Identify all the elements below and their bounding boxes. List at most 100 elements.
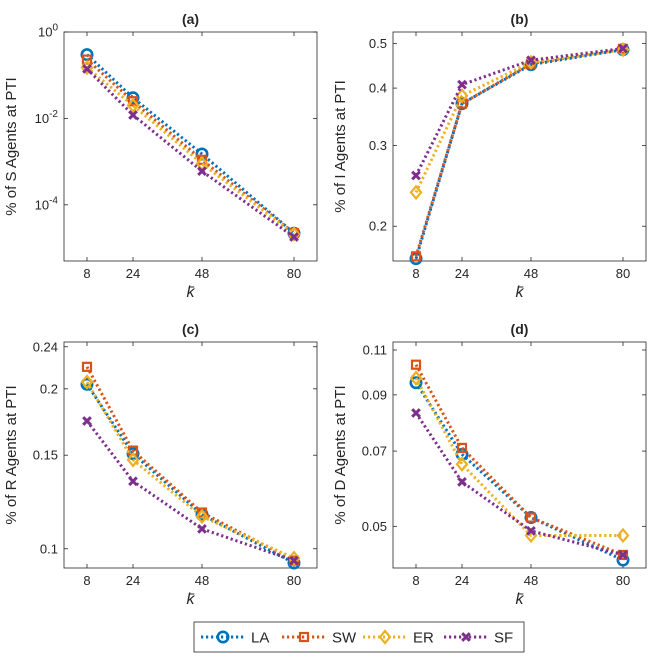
series-ER (80, 374, 301, 566)
panel-b: 8 24 48 80 0.2 0.3 0.4 0.5 (b) k̄ % of I Agents at… (332, 11, 647, 301)
x-tick-label: 8 (83, 573, 90, 588)
y-tick-label: 0.4 (369, 81, 387, 96)
x-tick-label: 48 (524, 266, 538, 281)
marker-SF-2 (526, 525, 536, 536)
legend-label-ER: ER (413, 630, 434, 647)
marker-SW-0 (81, 54, 93, 65)
series-line-LA (414, 48, 624, 260)
marker-ER-3 (287, 226, 301, 242)
marker-ER-3 (616, 527, 630, 544)
panel-c: 8 24 48 80 0.1 0.15 0.2 0.24 (c) k̄ % of R Agents … (3, 321, 318, 608)
panel-title: (a) (182, 11, 199, 27)
marker-SW-legend (298, 631, 310, 643)
marker-SW-0 (81, 361, 93, 372)
marker-ER-0 (409, 370, 423, 386)
series-line-LA (85, 53, 295, 235)
y-tick-label: 0.11 (363, 342, 387, 357)
marker-ER-2 (195, 508, 209, 525)
series-line-SW (85, 366, 295, 562)
y-axis-label: % of I Agents at PTI (332, 80, 349, 213)
y-tick-label: 100 (38, 23, 58, 40)
marker-SW-2 (525, 512, 537, 523)
x-tick-label: 48 (195, 573, 209, 588)
x-tick-label: 48 (195, 266, 209, 281)
marker-SF-1 (457, 476, 467, 487)
x-tick-label: 24 (126, 266, 140, 281)
marker-SW-0 (410, 251, 422, 262)
x-tick-label: 24 (455, 266, 469, 281)
marker-SW-3 (617, 549, 629, 561)
marker-ER-legend (378, 629, 392, 645)
x-axis-label: k̄ (516, 284, 525, 301)
marker-ER-0 (80, 374, 94, 390)
x-axis-label: k̄ (187, 284, 196, 301)
marker-SF-0 (82, 416, 92, 426)
x-tick-label: 80 (287, 573, 301, 588)
marker-ER-1 (126, 97, 140, 114)
legend-entry-ER: ER (363, 629, 434, 647)
plot-area (63, 31, 318, 262)
panel-d: 8 24 48 80 0.05 0.07 0.09 0.11 (d) k̄ % of D Agent… (332, 321, 647, 608)
series-SF (82, 64, 299, 242)
marker-LA-0 (409, 252, 423, 266)
series-SF (411, 408, 628, 560)
x-axis-label: k̄ (516, 591, 525, 608)
series-line-SW (85, 58, 295, 235)
y-axis-label: % of R Agents at PTI (3, 385, 20, 524)
y-tick-label: 0.09 (362, 387, 387, 402)
marker-SF-1 (128, 110, 138, 120)
y-tick-label: 0.05 (362, 519, 387, 534)
marker-ER-3 (616, 41, 630, 58)
x-tick-label: 8 (412, 573, 419, 588)
y-tick-label: 0.3 (369, 138, 387, 153)
panel-title: (b) (511, 11, 529, 27)
legend-entry-SW: SW (282, 630, 357, 647)
marker-ER-3 (287, 550, 301, 566)
y-tick-label: 0.2 (369, 219, 387, 234)
marker-ER-1 (126, 452, 140, 468)
y-axis-label: % of D Agents at PTI (332, 385, 349, 524)
legend: LA SW ER SF (193, 621, 525, 653)
series-line-LA (414, 381, 624, 562)
x-tick-label: 24 (455, 573, 469, 588)
marker-SF-3 (618, 550, 628, 560)
marker-SF-3 (618, 43, 628, 54)
panel-title: (c) (182, 321, 199, 337)
marker-LA-1 (455, 97, 469, 111)
legend-label-SW: SW (332, 630, 357, 647)
series-SW (410, 359, 629, 561)
x-tick-label: 80 (287, 266, 301, 281)
x-tick-label: 8 (83, 266, 90, 281)
series-SF (82, 416, 299, 566)
marker-SF-1 (457, 79, 467, 90)
marker-LA-0 (409, 376, 423, 390)
x-tick-label: 24 (126, 573, 140, 588)
y-axis-label: % of S Agents at PTI (3, 77, 20, 215)
marker-SF-2 (197, 524, 207, 534)
legend-entry-LA: LA (201, 630, 269, 647)
marker-SF-2 (526, 55, 536, 66)
y-tick-label: 0.15 (33, 448, 58, 463)
marker-SW-0 (410, 359, 422, 370)
y-tick-label: 0.2 (40, 381, 58, 396)
marker-SW-2 (196, 507, 208, 518)
marker-SW-1 (456, 98, 468, 109)
series-SF (411, 43, 628, 181)
marker-SF-3 (289, 555, 299, 566)
x-tick-label: 8 (412, 266, 419, 281)
series-line-LA (85, 383, 295, 565)
y-tick-label: 10-2 (35, 109, 59, 126)
series-line-SF (414, 46, 624, 177)
marker-SW-2 (196, 154, 208, 165)
marker-SF-0 (411, 170, 421, 181)
marker-LA-legend (216, 630, 230, 644)
marker-SF-3 (289, 232, 299, 242)
y-tick-label: 0.5 (369, 36, 387, 51)
x-axis-label: k̄ (187, 591, 196, 608)
plot-area (392, 341, 647, 569)
x-tick-label: 80 (616, 573, 630, 588)
series-ER (409, 41, 630, 201)
marker-ER-0 (409, 184, 423, 201)
series-line-ER (414, 48, 624, 194)
